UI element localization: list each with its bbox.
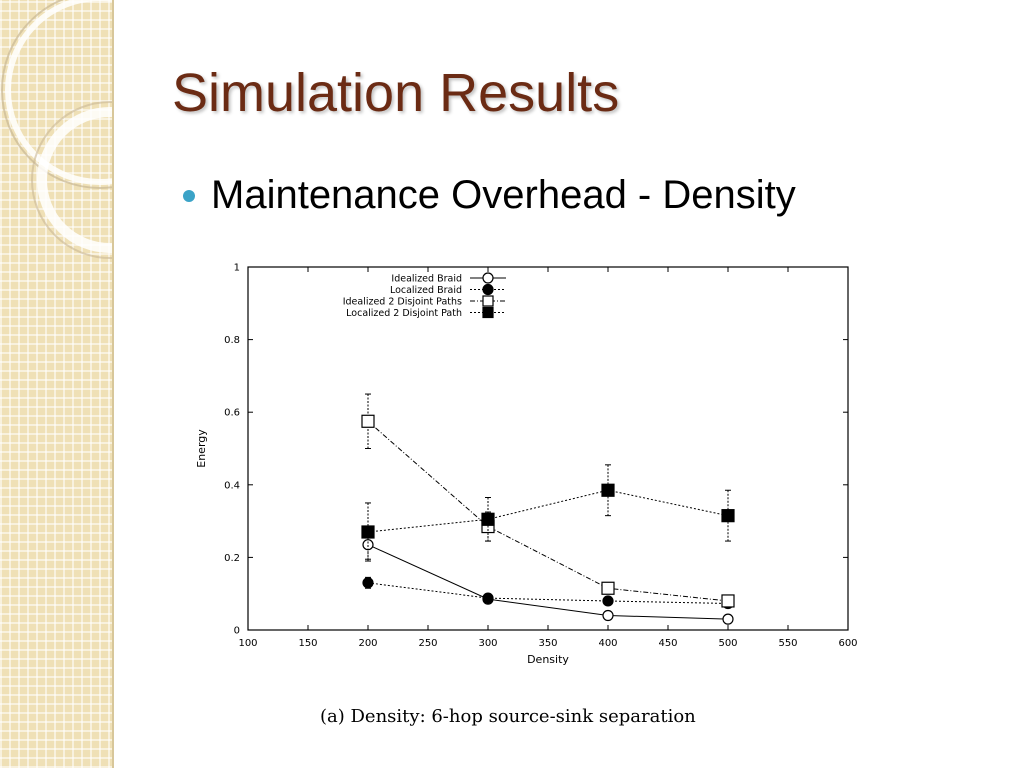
x-tick-label: 400 [598, 638, 617, 649]
series-line [367, 420, 729, 602]
series-layer [361, 393, 735, 625]
x-tick-label: 550 [778, 638, 797, 649]
x-tick-label: 150 [298, 638, 317, 649]
marker-point [721, 509, 735, 523]
y-tick-label: 0.4 [224, 480, 240, 491]
marker-point [482, 272, 494, 284]
y-tick-label: 0 [234, 626, 240, 637]
marker-point [602, 609, 614, 622]
marker-point [482, 295, 494, 307]
plot-border [247, 266, 849, 631]
slide-title: Simulation Results [172, 63, 620, 123]
decorative-side-band [0, 0, 114, 768]
series-4 [361, 464, 735, 562]
marker-point [481, 512, 495, 526]
x-tick-label: 200 [358, 638, 377, 649]
figure-caption: (a) Density: 6-hop source-sink separatio… [320, 706, 696, 727]
x-axis-ticks: 100 150 200 250 300 350 400 450 500 550 600 [238, 267, 858, 649]
x-tick-label: 100 [238, 638, 257, 649]
series-3 [361, 393, 735, 608]
x-tick-label: 250 [418, 638, 437, 649]
series-1 [362, 529, 734, 625]
legend-label: Localized Braid [390, 285, 462, 296]
y-tick-label: 1 [234, 263, 240, 274]
series-2 [362, 576, 734, 610]
plot-frame [247, 266, 849, 631]
y-axis-ticks: 0 0.2 0.4 0.6 0.8 1 [224, 263, 848, 637]
marker-point [721, 594, 735, 608]
marker-point [601, 581, 615, 595]
series-line [367, 544, 729, 620]
y-tick-label: 0.8 [224, 335, 240, 346]
legend-label: Localized 2 Disjoint Path [346, 308, 462, 319]
y-tick-label: 0.6 [224, 408, 240, 419]
marker-point [482, 283, 494, 296]
x-axis-label: Density [527, 653, 569, 666]
bullet-dot-icon [183, 189, 195, 202]
series-line [367, 582, 729, 604]
x-tick-label: 500 [718, 638, 737, 649]
marker-point [362, 577, 374, 589]
decorative-rings [1, 0, 112, 259]
x-tick-label: 350 [538, 638, 557, 649]
marker-point [361, 525, 375, 539]
y-axis-label: Energy [195, 429, 208, 468]
x-tick-label: 600 [838, 638, 857, 649]
x-tick-label: 300 [478, 638, 497, 649]
energy-density-chart: 100 150 200 250 300 350 400 450 500 550 600 0 0.2 0.… [195, 263, 858, 667]
legend-label: Idealized 2 Disjoint Paths [343, 297, 462, 308]
marker-point [601, 483, 615, 497]
marker-point [362, 539, 374, 551]
marker-point [361, 414, 375, 428]
marker-point [482, 592, 494, 604]
x-tick-label: 450 [658, 638, 677, 649]
bullet-item: Maintenance Overhead - Density [183, 173, 796, 218]
marker-point [602, 595, 614, 607]
marker-point [722, 613, 734, 625]
series-line [367, 489, 729, 533]
marker-point [482, 306, 494, 319]
y-tick-label: 0.2 [224, 553, 240, 564]
legend-label: Idealized Braid [391, 274, 462, 285]
bullet-text: Maintenance Overhead - Density [211, 173, 796, 217]
